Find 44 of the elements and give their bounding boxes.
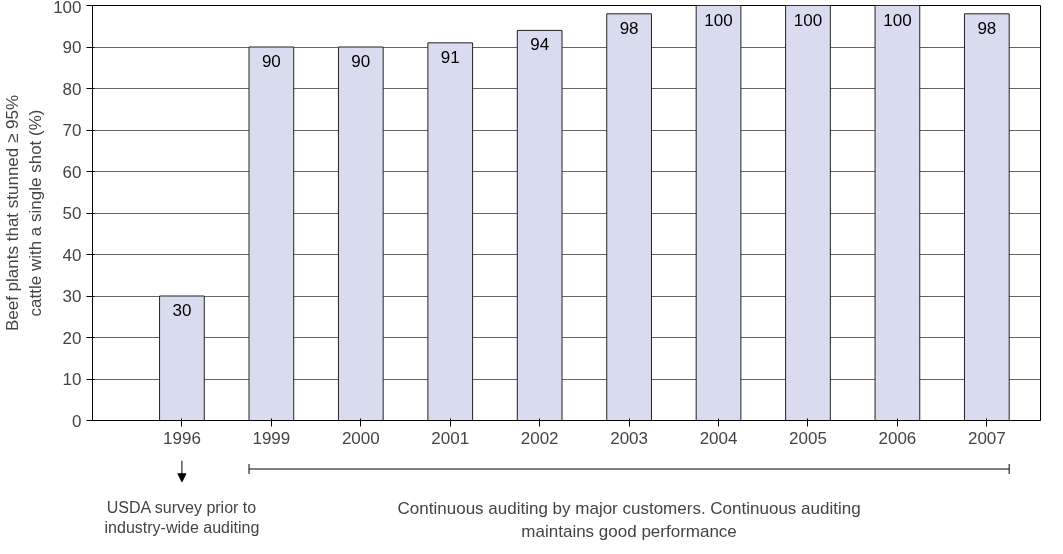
x-tick-label: 1996	[163, 428, 201, 448]
y-tick-label: 20	[62, 328, 82, 348]
y-tick-label: 60	[62, 162, 82, 182]
y-tick-label: 40	[62, 245, 82, 265]
y-tick-label: 70	[62, 121, 82, 140]
data-label: 90	[261, 52, 281, 71]
x-tick-label: 2001	[431, 428, 470, 448]
bar	[785, 5, 831, 421]
y-tick-label: 10	[62, 370, 82, 389]
bar	[516, 29, 563, 421]
x-tick-label: 2003	[610, 428, 649, 448]
bar	[695, 5, 742, 421]
data-label: 100	[883, 10, 912, 30]
x-tick-label: 2005	[789, 428, 827, 448]
y-tick-label: 30	[62, 287, 82, 306]
x-tick-label: 2000	[341, 428, 380, 448]
y-axis-title: Beef plants that stunned ≥ 95% cattle with a single shot (%)	[3, 94, 46, 332]
x-tick-label: 1999	[252, 428, 291, 448]
data-label: 100	[793, 10, 823, 30]
bar	[337, 46, 384, 421]
data-label: 98	[977, 18, 997, 38]
data-label: 100	[704, 10, 733, 30]
text: Continuous auditing by major customers. Continuous auditing maintains good performance	[397, 498, 861, 541]
bar	[427, 42, 474, 421]
y-tick-label: 0	[72, 411, 82, 431]
bar	[606, 13, 652, 421]
y-tick-label: 50	[62, 204, 82, 223]
y-tick-label: 80	[62, 79, 82, 99]
data-label: 30	[172, 301, 192, 320]
data-label: 90	[351, 52, 371, 71]
x-tick-label: 2002	[520, 428, 559, 448]
text: USDA survey prior to industry-wide auditing	[104, 498, 260, 537]
y-tick-label: 100	[53, 0, 82, 17]
data-label: 98	[619, 18, 639, 38]
bar	[248, 46, 295, 421]
x-tick-label: 2004	[699, 428, 738, 448]
data-label: 91	[440, 47, 460, 67]
x-tick-label: 2006	[878, 428, 917, 448]
bar	[159, 295, 205, 421]
x-tick-label: 2007	[967, 428, 1006, 448]
bar	[874, 5, 921, 421]
y-tick-label: 90	[62, 38, 82, 57]
bar	[963, 13, 1010, 421]
data-label: 94	[530, 35, 550, 55]
